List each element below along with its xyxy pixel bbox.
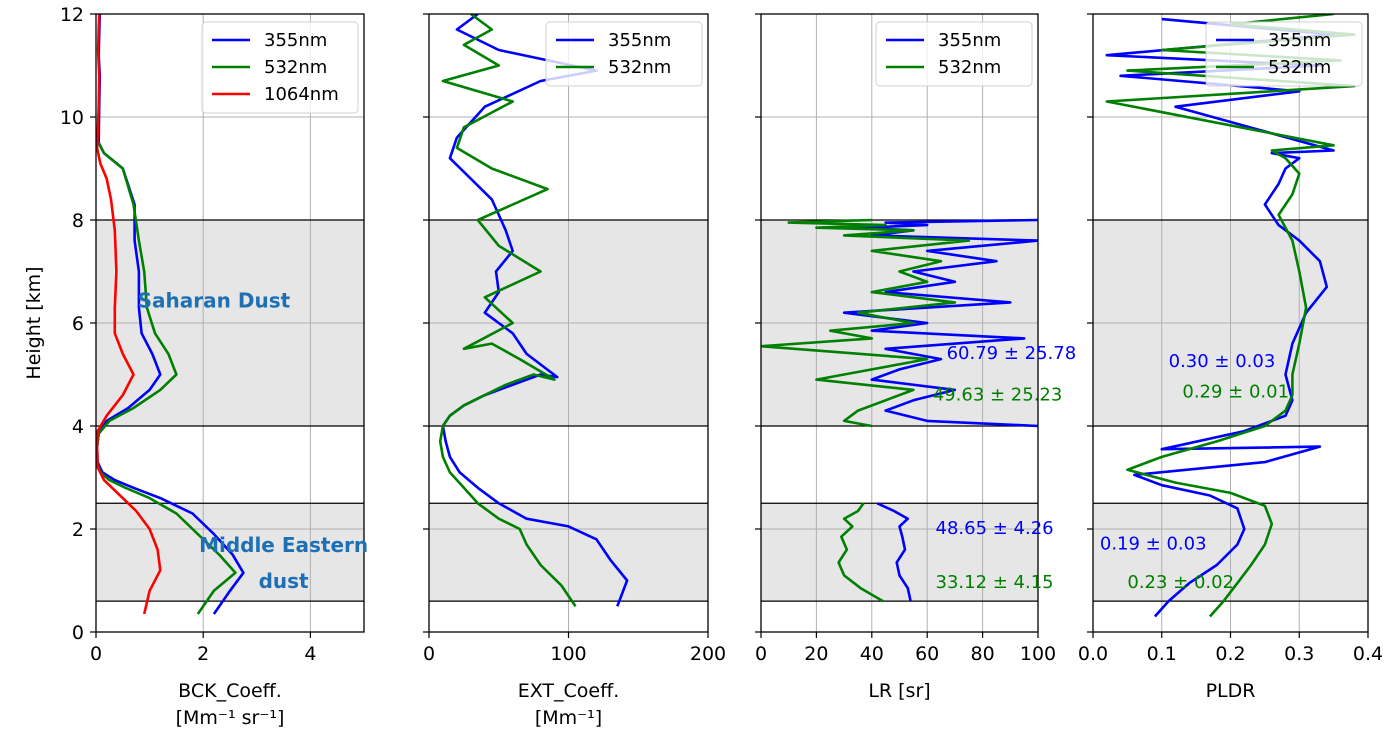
panel-4: 0.0 0.1 0.2 0.3 0.4 PLDR 0.30 ± 0.03 0.29 ± 0.0… bbox=[1078, 13, 1383, 702]
y-tick-label: 12 bbox=[60, 4, 84, 26]
y-tick-label: 0 bbox=[72, 622, 84, 644]
x-tick-label: 0.3 bbox=[1284, 643, 1314, 665]
legend-box bbox=[875, 21, 1033, 87]
x-axis-label: LR [sr] bbox=[868, 680, 930, 702]
panel-1: 0 2 4 0 2 4 6 8 10 12 Height [km] BCK_Coeff. [Mm⁻¹ s… bbox=[23, 4, 368, 729]
panel-3: 0 20 40 60 80 100 LR [sr] 60.79 ± 25.78 49.63 ± … bbox=[755, 13, 1077, 702]
layer-label: Saharan Dust bbox=[138, 289, 291, 313]
legend-box bbox=[1205, 21, 1363, 87]
legend-entry: 355nm bbox=[608, 30, 671, 51]
x-tick-label: 60 bbox=[915, 643, 939, 665]
x-tick-label: 0.4 bbox=[1353, 643, 1383, 665]
value-annotation: 48.65 ± 4.26 bbox=[936, 518, 1054, 539]
value-annotation: 49.63 ± 25.23 bbox=[933, 384, 1063, 405]
x-axis-label: EXT_Coeff. bbox=[518, 680, 620, 702]
x-tick-label: 0 bbox=[755, 643, 767, 665]
series-line-532nm bbox=[438, 14, 577, 608]
layer-band bbox=[761, 503, 1038, 602]
series-line-1064nm bbox=[96, 14, 162, 615]
layer-label: Middle Eastern bbox=[199, 533, 368, 557]
x-axis-unit: [Mm⁻¹ sr⁻¹] bbox=[176, 707, 285, 729]
x-tick-label: 0.0 bbox=[1078, 643, 1108, 665]
series-line-355nm bbox=[1105, 17, 1335, 618]
value-annotation: 0.29 ± 0.01 bbox=[1182, 382, 1289, 403]
x-tick-label: 20 bbox=[804, 643, 828, 665]
series-line-355nm-layer2 bbox=[876, 502, 912, 602]
x-tick-label: 0.2 bbox=[1215, 643, 1245, 665]
x-tick-label: 0.1 bbox=[1147, 643, 1177, 665]
x-axis-label: PLDR bbox=[1206, 680, 1256, 702]
x-tick-label: 4 bbox=[304, 643, 316, 665]
y-tick-label: 10 bbox=[60, 107, 84, 129]
legend: 355nm 532nm bbox=[545, 21, 703, 87]
y-tick-label: 4 bbox=[72, 416, 84, 438]
y-axis-label: Height [km] bbox=[23, 266, 45, 379]
y-tick-label: 2 bbox=[72, 519, 84, 541]
legend-entry: 532nm bbox=[1268, 57, 1331, 78]
y-tick-label: 6 bbox=[72, 313, 84, 335]
x-tick-label: 100 bbox=[1020, 643, 1056, 665]
value-annotation: 0.30 ± 0.03 bbox=[1169, 351, 1276, 372]
legend-entry: 1064nm bbox=[264, 84, 339, 105]
x-axis-unit: [Mm⁻¹] bbox=[535, 707, 602, 729]
x-axis-label: BCK_Coeff. bbox=[178, 680, 282, 702]
legend: 355nm 532nm bbox=[1205, 21, 1363, 87]
value-annotation: 0.23 ± 0.02 bbox=[1127, 572, 1234, 593]
value-annotation: 33.12 ± 4.15 bbox=[936, 572, 1054, 593]
legend: 355nm 532nm 1064nm bbox=[201, 21, 359, 114]
y-tick-label: 8 bbox=[72, 210, 84, 232]
legend-entry: 532nm bbox=[608, 57, 671, 78]
legend-box bbox=[201, 21, 359, 114]
x-tick-label: 200 bbox=[690, 643, 726, 665]
value-annotation: 0.19 ± 0.03 bbox=[1100, 534, 1207, 555]
legend-entry: 532nm bbox=[938, 57, 1001, 78]
x-tick-label: 0 bbox=[423, 643, 435, 665]
value-annotation: 60.79 ± 25.78 bbox=[947, 343, 1077, 364]
x-tick-label: 2 bbox=[197, 643, 209, 665]
legend-entry: 355nm bbox=[1268, 30, 1331, 51]
legend-entry: 355nm bbox=[938, 30, 1001, 51]
legend-entry: 532nm bbox=[264, 57, 327, 78]
x-tick-label: 40 bbox=[860, 643, 884, 665]
legend-entry: 355nm bbox=[264, 30, 327, 51]
x-tick-label: 0 bbox=[90, 643, 102, 665]
panel-2: 0 100 200 EXT_Coeff. [Mm⁻¹] 355nm 532nm bbox=[423, 13, 726, 729]
x-tick-label: 80 bbox=[971, 643, 995, 665]
legend: 355nm 532nm bbox=[875, 21, 1033, 87]
series-line-532nm-layer2 bbox=[837, 502, 884, 603]
legend-box bbox=[545, 21, 703, 87]
series-line-532nm bbox=[761, 218, 971, 428]
series-line-532nm bbox=[96, 142, 237, 615]
layer-label: dust bbox=[259, 569, 309, 593]
x-tick-label: 100 bbox=[550, 643, 586, 665]
